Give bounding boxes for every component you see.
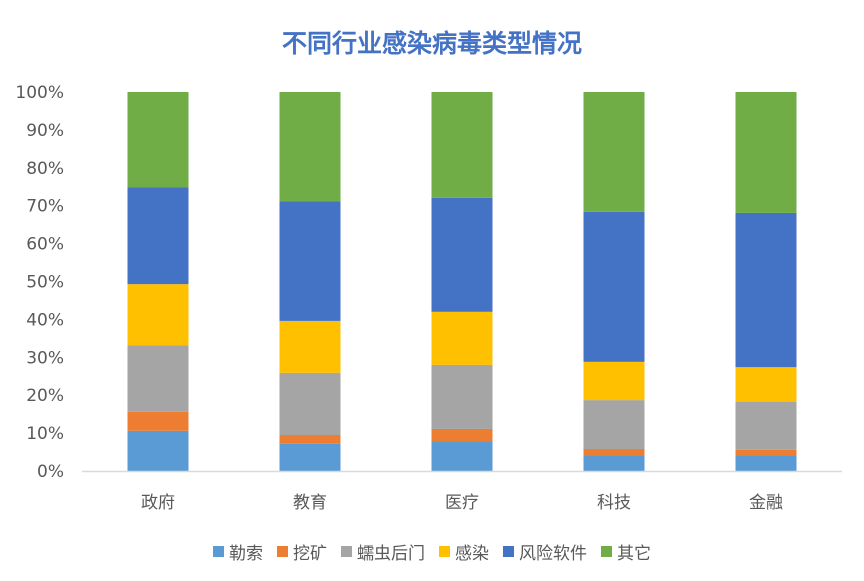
bar-segment-风险软件 [127,187,189,285]
y-tick-label: 90% [26,121,64,141]
legend-item: 风险软件 [503,539,587,564]
y-tick-label: 50% [26,273,64,293]
bar-segment-蠕虫后门 [431,364,493,429]
legend-item: 挖矿 [277,539,327,564]
x-tick-label: 医疗 [445,493,479,513]
bar-segment-挖矿 [431,428,493,442]
legend-item: 其它 [601,539,651,564]
y-tick-label: 10% [26,424,64,444]
legend-label: 蠕虫后门 [357,544,425,564]
bar-segment-挖矿 [279,434,341,444]
chart-title: 不同行业感染病毒类型情况 [281,29,582,58]
bar-segment-挖矿 [735,449,797,456]
y-tick-label: 30% [26,348,64,368]
bar-segment-感染 [431,311,493,365]
bar-segment-风险软件 [583,211,645,362]
bar-segment-感染 [127,284,189,346]
legend-swatch [213,546,224,557]
bar-segment-其它 [431,92,493,198]
legend-label: 风险软件 [519,544,587,564]
legend-swatch [341,546,352,557]
legend-item: 感染 [439,539,489,564]
bar-segment-勒索 [279,443,341,471]
bar-segment-勒索 [431,441,493,471]
y-tick-label: 80% [26,159,64,179]
legend-swatch [601,546,612,557]
legend-swatch [277,546,288,557]
bar-segment-挖矿 [583,449,645,456]
bar-segment-其它 [127,92,189,188]
legend-label: 其它 [617,544,651,564]
x-tick-label: 政府 [141,493,175,513]
bar-segment-蠕虫后门 [583,400,645,450]
bar-segment-风险软件 [431,197,493,312]
y-tick-label: 60% [26,235,64,255]
bar-segment-挖矿 [127,411,189,431]
bar-segment-勒索 [583,455,645,471]
legend: 勒索 挖矿 蠕虫后门 感染 风险软件 其它 [0,539,864,564]
bar-segment-蠕虫后门 [127,345,189,412]
bar-segment-蠕虫后门 [735,401,797,450]
legend-label: 挖矿 [293,544,327,564]
bar-segment-其它 [735,92,797,213]
y-tick-label: 0% [37,462,64,482]
bar-segment-蠕虫后门 [279,372,341,435]
bar-segment-勒索 [127,430,189,471]
y-tick-label: 20% [26,386,64,406]
bar-segment-风险软件 [735,212,797,368]
bar-segment-感染 [583,361,645,401]
legend-label: 勒索 [229,544,263,564]
legend-label: 感染 [455,544,489,564]
legend-item: 蠕虫后门 [341,539,425,564]
bar-segment-其它 [583,92,645,212]
bar-segment-感染 [279,320,341,373]
bar-segment-感染 [735,367,797,402]
bar-segment-其它 [279,92,341,202]
legend-item: 勒索 [213,539,263,564]
bar-segment-勒索 [735,455,797,471]
y-tick-label: 70% [26,197,64,217]
legend-swatch [439,546,450,557]
x-tick-label: 教育 [293,493,327,513]
legend-swatch [503,546,514,557]
x-tick-label: 金融 [749,493,783,513]
x-tick-label: 科技 [597,493,631,513]
y-tick-label: 100% [15,83,64,103]
y-tick-label: 40% [26,310,64,330]
bar-segment-风险软件 [279,201,341,321]
